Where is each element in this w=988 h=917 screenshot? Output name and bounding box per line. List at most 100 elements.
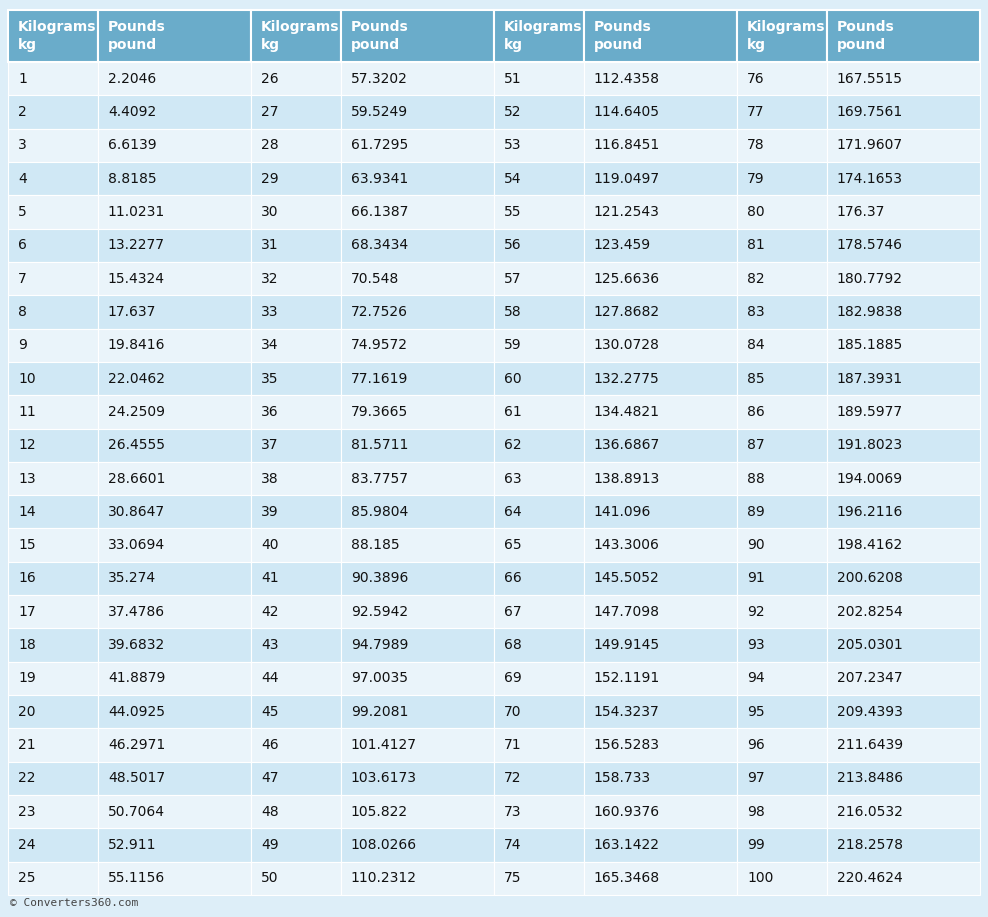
Text: 35: 35 [261,371,279,385]
Bar [251,395,341,428]
Bar [251,128,341,162]
Bar [584,795,737,828]
Bar [341,762,494,795]
Bar [8,628,98,662]
Text: 35.274: 35.274 [108,571,156,585]
Bar [8,262,98,295]
Text: 11: 11 [18,405,36,419]
Bar [8,562,98,595]
Bar [827,10,980,62]
Bar [494,428,584,462]
Text: 75: 75 [504,871,522,885]
Bar [737,862,827,895]
Bar [251,528,341,562]
Bar [8,795,98,828]
Bar [98,10,251,62]
Text: 4: 4 [18,171,27,185]
Text: 103.6173: 103.6173 [351,771,417,785]
Bar [584,10,737,62]
Bar [827,728,980,762]
Bar [98,595,251,628]
Text: 57: 57 [504,271,522,285]
Text: 100: 100 [747,871,774,885]
Bar [827,862,980,895]
Bar [737,562,827,595]
Bar [251,562,341,595]
Bar [251,228,341,262]
Bar [494,595,584,628]
Bar [584,262,737,295]
Bar [827,262,980,295]
Text: 3: 3 [18,138,27,152]
Text: 46.2971: 46.2971 [108,738,165,752]
Text: 156.5283: 156.5283 [594,738,660,752]
Text: 17: 17 [18,605,36,619]
Bar [584,328,737,362]
Bar [737,462,827,495]
Text: 34: 34 [261,338,279,352]
Text: 79.3665: 79.3665 [351,405,408,419]
Bar [98,495,251,528]
Bar [251,462,341,495]
Text: 19: 19 [18,671,36,685]
Text: 48.5017: 48.5017 [108,771,165,785]
Text: 185.1885: 185.1885 [837,338,903,352]
Text: 72.7526: 72.7526 [351,304,408,319]
Text: 127.8682: 127.8682 [594,304,660,319]
Text: 202.8254: 202.8254 [837,605,903,619]
Text: 119.0497: 119.0497 [594,171,660,185]
Text: 69: 69 [504,671,522,685]
Text: 191.8023: 191.8023 [837,438,903,452]
Bar [584,595,737,628]
Text: 31: 31 [261,238,279,252]
Bar [584,162,737,195]
Bar [98,695,251,728]
Bar [8,95,98,128]
Text: 45: 45 [261,705,279,719]
Bar [251,762,341,795]
Text: 92.5942: 92.5942 [351,605,408,619]
Bar [827,62,980,95]
Bar [8,162,98,195]
Bar [494,162,584,195]
Bar [827,128,980,162]
Text: 130.0728: 130.0728 [594,338,660,352]
Text: 87: 87 [747,438,765,452]
Text: 55.1156: 55.1156 [108,871,165,885]
Text: 42: 42 [261,605,279,619]
Text: 67: 67 [504,605,522,619]
Text: 12: 12 [18,438,36,452]
Text: 80: 80 [747,204,765,219]
Bar [584,62,737,95]
Text: 25: 25 [18,871,36,885]
Bar [737,162,827,195]
Text: 112.4358: 112.4358 [594,72,660,85]
Text: 99: 99 [747,838,765,852]
Text: 56: 56 [504,238,522,252]
Bar [8,662,98,695]
Text: 41.8879: 41.8879 [108,671,165,685]
Bar [827,162,980,195]
Bar [341,562,494,595]
Text: 48: 48 [261,805,279,819]
Bar [8,462,98,495]
Bar [737,728,827,762]
Text: 182.9838: 182.9838 [837,304,903,319]
Text: 77: 77 [747,105,765,119]
Bar [584,528,737,562]
Text: 64: 64 [504,505,522,519]
Text: 74.9572: 74.9572 [351,338,408,352]
Bar [494,295,584,328]
Bar [251,595,341,628]
Text: 154.3237: 154.3237 [594,705,660,719]
Bar [737,328,827,362]
Text: 125.6636: 125.6636 [594,271,660,285]
Bar [827,828,980,862]
Text: 160.9376: 160.9376 [594,805,660,819]
Bar [827,562,980,595]
Text: 94.7989: 94.7989 [351,638,408,652]
Text: 46: 46 [261,738,279,752]
Text: 11.0231: 11.0231 [108,204,165,219]
Text: 78: 78 [747,138,765,152]
Text: 70: 70 [504,705,522,719]
